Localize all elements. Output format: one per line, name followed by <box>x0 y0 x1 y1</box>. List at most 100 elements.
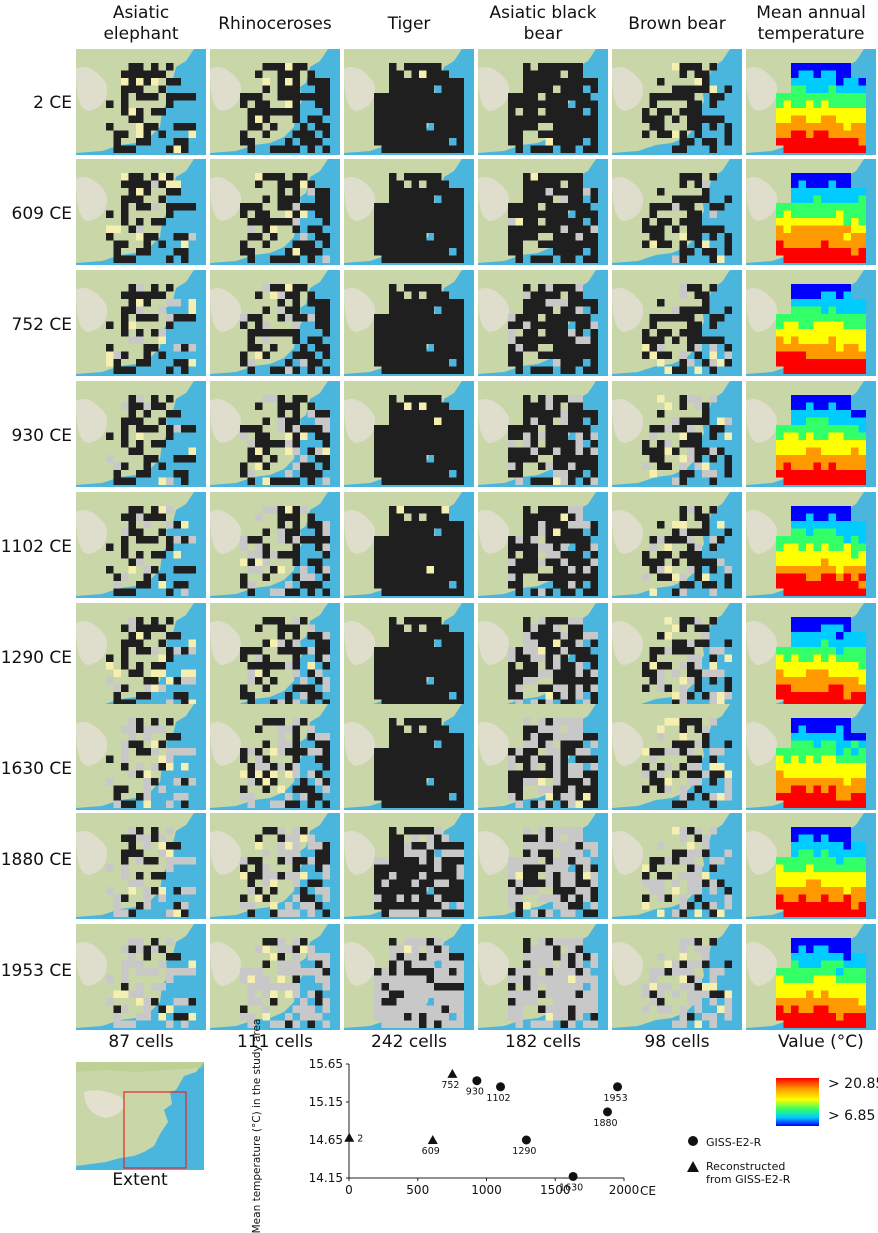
cell-count-black-bear: 182 cells <box>478 1032 608 1052</box>
map-tile <box>746 270 876 376</box>
map-tile <box>612 159 742 265</box>
map-tile <box>210 492 340 598</box>
map-tile <box>210 159 340 265</box>
map-tile <box>210 704 340 810</box>
data-point-label: 752 <box>441 1080 459 1091</box>
legend-title: Value (°C) <box>778 1032 864 1052</box>
y-tick-label: 15.15 <box>309 1095 343 1109</box>
y-tick-label: 15.65 <box>309 1058 343 1071</box>
data-point-label: 1290 <box>512 1146 536 1157</box>
map-tile <box>76 49 206 155</box>
column-header-tiger: Tiger <box>344 0 474 48</box>
map-tile <box>478 270 608 376</box>
map-tile <box>76 603 206 709</box>
cell-count-elephant: 87 cells <box>76 1032 206 1052</box>
legend-low-label: > 6.85 <box>828 1108 875 1124</box>
row-label-930: 930 CE <box>0 426 72 446</box>
y-tick-label: 14.65 <box>309 1133 343 1147</box>
data-point-label: 1953 <box>603 1093 627 1104</box>
map-tile <box>478 49 608 155</box>
map-tile <box>76 492 206 598</box>
map-tile <box>344 924 474 1030</box>
row-label-609: 609 CE <box>0 204 72 224</box>
data-point-label: 930 <box>466 1087 484 1098</box>
extent-label: Extent <box>76 1170 204 1190</box>
map-tile <box>76 924 206 1030</box>
map-tile <box>612 603 742 709</box>
data-point-label: 2 <box>357 1134 363 1145</box>
map-tile <box>210 924 340 1030</box>
map-tile <box>478 924 608 1030</box>
map-tile <box>612 704 742 810</box>
map-tile <box>746 49 876 155</box>
row-label-752: 752 CE <box>0 315 72 335</box>
data-point-label: 1102 <box>486 1093 510 1104</box>
data-point-triangle <box>344 1133 354 1142</box>
map-tile <box>76 813 206 919</box>
x-tick-label: 1000 <box>471 1183 502 1197</box>
map-tile <box>612 270 742 376</box>
map-tile <box>76 704 206 810</box>
map-tile <box>344 49 474 155</box>
map-tile <box>746 924 876 1030</box>
data-point-label: 609 <box>422 1146 440 1157</box>
key-label-giss: GISS-E2-R <box>706 1136 761 1149</box>
data-point-label: 1880 <box>593 1118 617 1129</box>
map-tile <box>478 704 608 810</box>
legend-high-label: > 20.85 <box>828 1076 878 1092</box>
y-tick-label: 14.15 <box>309 1171 343 1185</box>
column-header-rhinoceroses: Rhinoceroses <box>210 0 340 48</box>
legend-color-ramp <box>776 1078 819 1126</box>
cell-count-brown-bear: 98 cells <box>612 1032 742 1052</box>
map-tile <box>344 813 474 919</box>
row-label-1102: 1102 CE <box>0 537 72 557</box>
map-tile <box>344 381 474 487</box>
map-tile <box>76 381 206 487</box>
map-tile <box>210 49 340 155</box>
row-label-1880: 1880 CE <box>0 850 72 870</box>
key-triangle-icon <box>686 1160 700 1174</box>
row-label-1953: 1953 CE <box>0 961 72 981</box>
map-tile <box>612 49 742 155</box>
map-tile <box>210 813 340 919</box>
map-tile <box>344 159 474 265</box>
map-tile <box>746 492 876 598</box>
data-point-circle <box>569 1172 578 1181</box>
map-tile <box>612 924 742 1030</box>
map-tile <box>344 270 474 376</box>
map-tile <box>344 603 474 709</box>
column-header-brown-bear: Brown bear <box>612 0 742 48</box>
data-point-circle <box>613 1082 622 1091</box>
data-point-circle <box>522 1136 531 1145</box>
data-point-triangle <box>428 1135 438 1144</box>
map-tile <box>210 270 340 376</box>
map-tile <box>344 492 474 598</box>
map-tile <box>746 704 876 810</box>
map-tile <box>478 492 608 598</box>
data-point-triangle <box>447 1069 457 1078</box>
column-header-black-bear: Asiatic black bear <box>478 0 608 48</box>
map-tile <box>478 603 608 709</box>
cell-count-tiger: 242 cells <box>344 1032 474 1052</box>
x-axis-label: CE <box>640 1184 656 1198</box>
map-tile <box>612 381 742 487</box>
key-label-reconstructed: Reconstructed from GISS-E2-R <box>706 1160 796 1186</box>
data-point-circle <box>496 1082 505 1091</box>
map-tile <box>76 270 206 376</box>
map-tile <box>478 159 608 265</box>
data-point-circle <box>603 1107 612 1116</box>
data-point-circle <box>472 1076 481 1085</box>
row-label-2: 2 CE <box>0 93 72 113</box>
cell-count-rhinoceroses: 111 cells <box>210 1032 340 1052</box>
map-tile <box>210 381 340 487</box>
map-tile <box>746 603 876 709</box>
map-tile <box>210 603 340 709</box>
column-header-elephant: Asiatic elephant <box>76 0 206 48</box>
map-tile <box>478 813 608 919</box>
x-tick-label: 0 <box>345 1183 353 1197</box>
map-tile <box>76 159 206 265</box>
data-point-label: 1630 <box>559 1182 583 1193</box>
map-tile <box>746 381 876 487</box>
row-label-1630: 1630 CE <box>0 759 72 779</box>
